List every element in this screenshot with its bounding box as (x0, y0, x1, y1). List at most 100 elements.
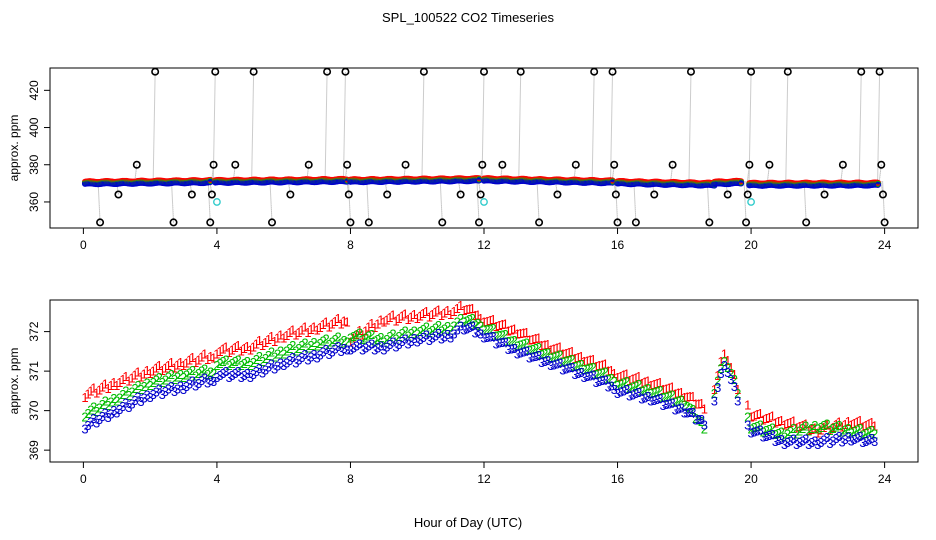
series-1-mark: 1 (547, 342, 554, 357)
series-1-mark: 1 (383, 312, 390, 327)
series-1-mark: 1 (845, 414, 852, 429)
series-1-mark: 1 (277, 328, 284, 343)
series-3-mark: 3 (362, 340, 369, 355)
series-2-mark: 2 (362, 330, 369, 345)
flag-point (878, 190, 887, 199)
series-3-mark: 3 (328, 344, 335, 359)
top-plot-frame (49, 67, 919, 229)
series-3-mark: 3 (796, 435, 803, 450)
series-2-mark: 2 (477, 319, 484, 334)
series-1-mark: 1 (750, 408, 757, 423)
series-1-mark: 1 (81, 390, 88, 405)
series-3-mark: 3 (195, 376, 202, 391)
series-1-mark: 1 (724, 353, 731, 368)
series-1-mark: 1 (110, 375, 117, 390)
connector-line (880, 181, 884, 195)
series-2-mark: 2 (632, 378, 639, 393)
series-1-mark: 1 (180, 358, 187, 373)
series-1-mark: 1 (241, 341, 248, 356)
series-3-mark: 3 (310, 347, 317, 362)
flag-point (877, 160, 886, 169)
series-2-mark: 2 (793, 426, 800, 441)
series-2-mark: 2 (856, 421, 863, 436)
series-2-mark: 2 (471, 317, 478, 332)
series-3-mark: 3 (772, 434, 779, 449)
top-x-tick-label: 16 (611, 238, 625, 252)
series-3-mark: 3 (153, 384, 160, 399)
series-1-mark: 1 (162, 361, 169, 376)
series-2-mark: 2 (711, 386, 718, 401)
series-1-mark: 1 (259, 338, 266, 353)
series-3-mark: 3 (150, 387, 157, 402)
series-3-mark: 3 (420, 330, 427, 345)
series-2-mark: 2 (724, 360, 731, 375)
series-1-mark: 1 (486, 313, 493, 328)
series-2-mark: 2 (578, 357, 585, 372)
series-2-mark: 2 (386, 329, 393, 344)
series-3-mark: 3 (675, 401, 682, 416)
series-1-mark: 1 (210, 350, 217, 365)
series-1-mark: 1 (250, 339, 257, 354)
series-2-mark: 2 (414, 327, 421, 342)
series-2-mark: 2 (653, 384, 660, 399)
series-1-mark: 1 (496, 318, 503, 333)
series-2-mark: 2 (644, 381, 651, 396)
cal-point (213, 198, 221, 206)
series-1-mark: 1 (727, 360, 734, 375)
series-1-mark: 1 (244, 339, 251, 354)
series-2-mark: 2 (374, 332, 381, 347)
series-3-mark: 3 (122, 395, 129, 410)
chart-title: SPL_100522 CO2 Timeseries (382, 10, 554, 25)
series-1-mark: 1 (848, 417, 855, 432)
series-2-mark: 2 (259, 354, 266, 369)
series-3-mark: 3 (686, 405, 693, 420)
series-3-mark: 3 (128, 396, 135, 411)
series-1-mark: 1 (714, 368, 721, 383)
series-3-mark: 3 (210, 374, 217, 389)
series-3-mark: 3 (392, 340, 399, 355)
series-2-mark: 2 (829, 421, 836, 436)
series-1-mark: 1 (238, 343, 245, 358)
connector-line (251, 71, 255, 182)
flag-point (747, 67, 756, 76)
series-2-mark: 2 (228, 356, 235, 371)
flag-point (401, 160, 410, 169)
series-2-mark: 2 (195, 366, 202, 381)
flag-point (114, 190, 123, 199)
series-2-mark: 2 (310, 335, 317, 350)
series-2-mark: 2 (235, 352, 242, 367)
series-2-mark: 2 (802, 418, 809, 433)
series-2-mark: 2 (635, 377, 642, 392)
series-2-mark: 2 (353, 327, 360, 342)
series-2-mark: 2 (365, 329, 372, 344)
series-3-mark: 3 (322, 342, 329, 357)
series-3-mark: 3 (544, 353, 551, 368)
series-2-mark: 2 (520, 337, 527, 352)
series-3-mark: 3 (84, 418, 91, 433)
series-1-mark: 1 (307, 322, 314, 337)
flag-point (187, 190, 196, 199)
series-2-mark: 2 (295, 341, 302, 356)
series-2-mark: 2 (337, 335, 344, 350)
flag-point (745, 160, 754, 169)
series-1-mark: 1 (647, 378, 654, 393)
series-1-mark: 1 (444, 303, 451, 318)
series-3-mark: 3 (562, 362, 569, 377)
flag-point (364, 218, 373, 227)
series-3-mark: 3 (611, 382, 618, 397)
series-2-mark: 2 (787, 424, 794, 439)
flag-point (838, 160, 847, 169)
connector-line (481, 71, 485, 182)
series-2-mark: 2 (131, 381, 138, 396)
series-1-mark: 1 (629, 372, 636, 387)
series-1-mark: 1 (799, 418, 806, 433)
series-1-mark: 1 (102, 376, 109, 391)
series-2-mark: 2 (775, 426, 782, 441)
series-3-mark: 3 (744, 417, 751, 432)
connector-line (269, 181, 273, 223)
series-3-mark: 3 (319, 345, 326, 360)
baseline-mark-ch3 (737, 180, 745, 187)
bottom-y-tick-label: 369 (27, 440, 41, 460)
series-3-mark: 3 (87, 415, 94, 430)
series-2-mark: 2 (701, 421, 708, 436)
